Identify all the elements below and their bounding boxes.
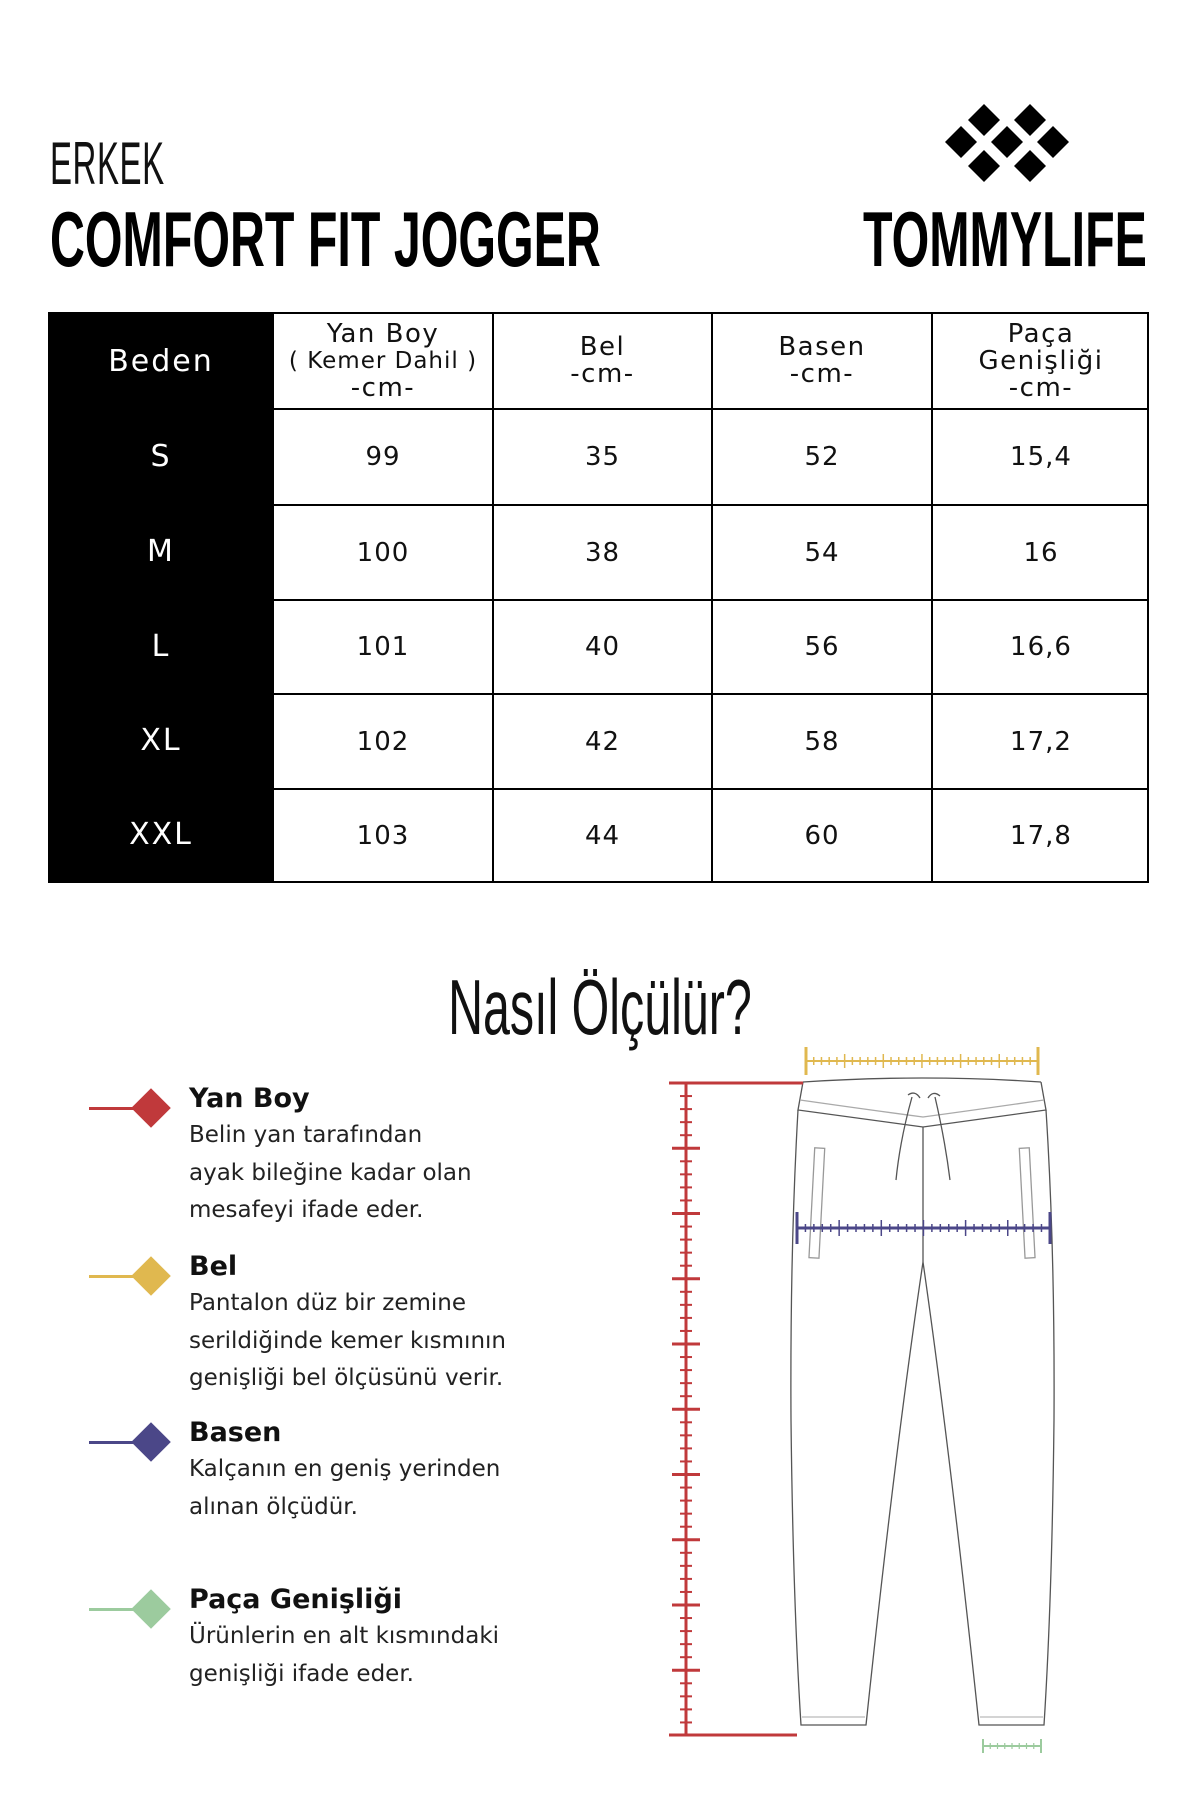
table-cell: 17,2 — [931, 693, 1149, 788]
table-cell: 100 — [272, 504, 492, 599]
size-label: L — [50, 599, 272, 693]
legend-title: Basen — [189, 1417, 282, 1448]
column-header-unit: -cm- — [789, 359, 855, 389]
legend-line — [89, 1441, 159, 1444]
legend-line — [89, 1107, 159, 1110]
column-header: Yan Boy( Kemer Dahil ) -cm- — [272, 314, 492, 408]
legend-description-line: ayak bileğine kadar olan — [189, 1159, 472, 1186]
legend-title: Bel — [189, 1251, 238, 1282]
table-cell: 101 — [272, 599, 492, 693]
legend-description: Ürünlerin en alt kısmındaki genişliği ifa… — [189, 1618, 589, 1693]
brand-logo-text: TOMMYLIFE — [863, 195, 1147, 283]
column-header-title: Bel — [579, 332, 626, 362]
legend-description-line: mesafeyi ifade eder. — [189, 1197, 424, 1223]
table-cell: 42 — [492, 693, 711, 788]
column-header-unit: -cm- — [1008, 372, 1074, 403]
table-cell: 56 — [711, 599, 931, 693]
legend-description-line: serildiğinde kemer kısmının — [189, 1327, 506, 1354]
table-cell: 44 — [492, 788, 711, 881]
legend-description-line: genişliği ifade eder. — [189, 1660, 414, 1687]
table-cell: 15,4 — [931, 408, 1149, 504]
table-cell: 54 — [711, 504, 931, 599]
pants-outline — [790, 1077, 1055, 1726]
guide-title: Nasıl Ölçülür? — [0, 962, 1200, 1053]
size-label: XL — [50, 693, 272, 788]
column-header-subtitle: ( Kemer Dahil ) — [288, 347, 478, 374]
column-header: Paça Genişliği -cm- — [931, 314, 1149, 408]
table-cell: 16 — [931, 504, 1149, 599]
column-header: Basen -cm- — [711, 314, 931, 408]
table-cell: 60 — [711, 788, 931, 881]
column-header-title: Paça — [1007, 318, 1075, 349]
legend-description-line: genişliği bel ölçüsünü verir. — [189, 1365, 504, 1391]
legend-description-line: Kalçanın en geniş yerinden — [189, 1456, 501, 1482]
legend-description-line: Belin yan tarafından — [189, 1122, 423, 1148]
category-label: ERKEK — [50, 130, 165, 197]
legend-line — [89, 1608, 159, 1611]
table-cell: 17,8 — [931, 788, 1149, 881]
size-label: S — [50, 408, 272, 504]
table-cell: 52 — [711, 408, 931, 504]
column-header-unit: -cm- — [350, 372, 416, 403]
column-header-subtitle: Genişliği — [978, 345, 1104, 376]
legend-description-line: alınan ölçüdür. — [189, 1493, 358, 1520]
size-table: Beden Yan Boy( Kemer Dahil ) -cm- Bel -cm- Ba… — [48, 312, 1149, 883]
legend-title: Paça Genişliği — [189, 1584, 403, 1615]
legend-title: Yan Boy — [189, 1083, 310, 1114]
legend-description: Kalçanın en geniş yerinden alınan ölçüdür… — [189, 1451, 589, 1526]
table-cell: 40 — [492, 599, 711, 693]
table-cell: 102 — [272, 693, 492, 788]
column-header-title: Basen — [778, 332, 866, 362]
table-cell: 103 — [272, 788, 492, 881]
column-header-title: Yan Boy — [326, 318, 440, 349]
legend-description-line: Ürünlerin en alt kısmındaki — [189, 1623, 500, 1649]
product-title: COMFORT FIT JOGGER — [50, 195, 601, 283]
brand-diamond-logo-icon — [945, 104, 1069, 182]
guide-title-text: Nasıl Ölçülür? — [448, 963, 752, 1051]
column-header-unit: -cm- — [570, 359, 635, 389]
size-header: Beden — [50, 314, 272, 408]
size-label: XXL — [50, 788, 272, 881]
table-cell: 35 — [492, 408, 711, 504]
table-cell: 58 — [711, 693, 931, 788]
size-label: M — [50, 504, 272, 599]
legend-description-line: Pantalon düz bir zemine — [189, 1290, 467, 1316]
legend-line — [89, 1275, 159, 1278]
column-header: Bel -cm- — [492, 314, 711, 408]
legend-description: Belin yan tarafından ayak bileğine kadar … — [189, 1117, 589, 1230]
table-cell: 38 — [492, 504, 711, 599]
table-cell: 99 — [272, 408, 492, 504]
table-cell: 16,6 — [931, 599, 1149, 693]
legend-description: Pantalon düz bir zemine serildiğinde keme… — [189, 1285, 589, 1398]
